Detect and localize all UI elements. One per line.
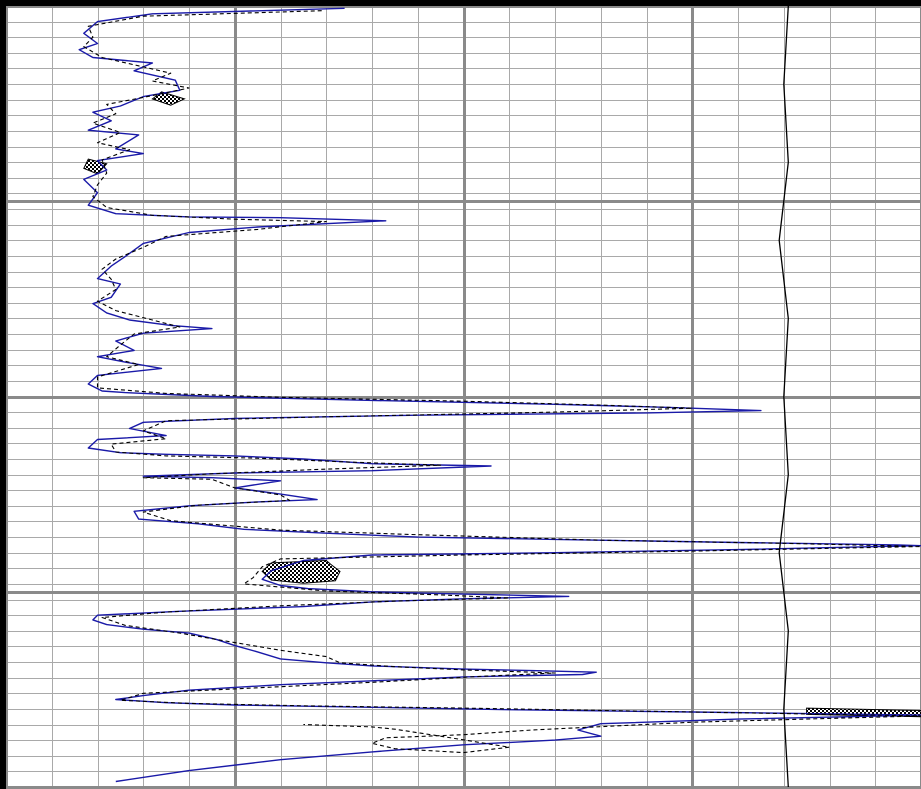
crossover-fill [261,559,341,584]
chart-frame-left [0,0,6,789]
log-curves [78,5,921,788]
chart-frame-top [0,0,921,6]
crossover-fill [151,91,186,106]
series-line-solid-blue [78,7,921,783]
series-line-reference-black [778,5,789,788]
series-line-dashed-black [83,10,921,754]
